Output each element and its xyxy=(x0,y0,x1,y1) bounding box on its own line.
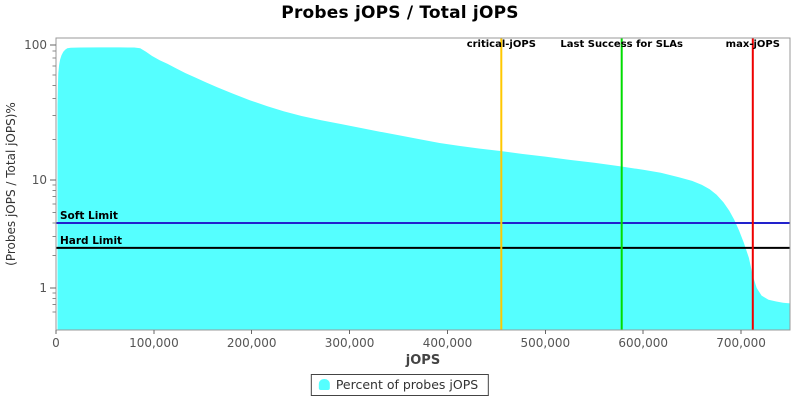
x-tick-label: 200,000 xyxy=(227,336,277,350)
y-tick-label: 10 xyxy=(32,173,47,187)
legend-label: Percent of probes jOPS xyxy=(335,377,479,392)
legend: Percent of probes jOPS xyxy=(310,374,490,396)
limit-label-hard-limit: Hard Limit xyxy=(60,235,122,247)
y-tick-label: 1 xyxy=(39,281,47,295)
y-axis-label: (Probes jOPS / Total jOPS)% xyxy=(4,102,18,266)
marker-label-max-jops: max-jOPS xyxy=(726,39,780,50)
x-tick-label: 0 xyxy=(52,336,60,350)
y-tick-label: 100 xyxy=(24,38,47,52)
x-tick-label: 400,000 xyxy=(423,336,473,350)
marker-label-last-success-for-slas: Last Success for SLAs xyxy=(560,39,683,50)
series-marker-icon xyxy=(318,379,330,390)
x-tick-label: 700,000 xyxy=(716,336,766,350)
x-axis-label: jOPS xyxy=(405,353,440,368)
plot-area xyxy=(55,37,791,331)
area-series xyxy=(57,47,790,331)
limit-label-soft-limit: Soft Limit xyxy=(60,210,118,222)
x-tick-label: 100,000 xyxy=(129,336,179,350)
x-tick-label: 500,000 xyxy=(520,336,570,350)
x-tick-label: 600,000 xyxy=(618,336,668,350)
chart-title: Probes jOPS / Total jOPS xyxy=(281,3,519,23)
x-tick-label: 300,000 xyxy=(325,336,375,350)
marker-label-critical-jops: critical-jOPS xyxy=(467,39,536,50)
